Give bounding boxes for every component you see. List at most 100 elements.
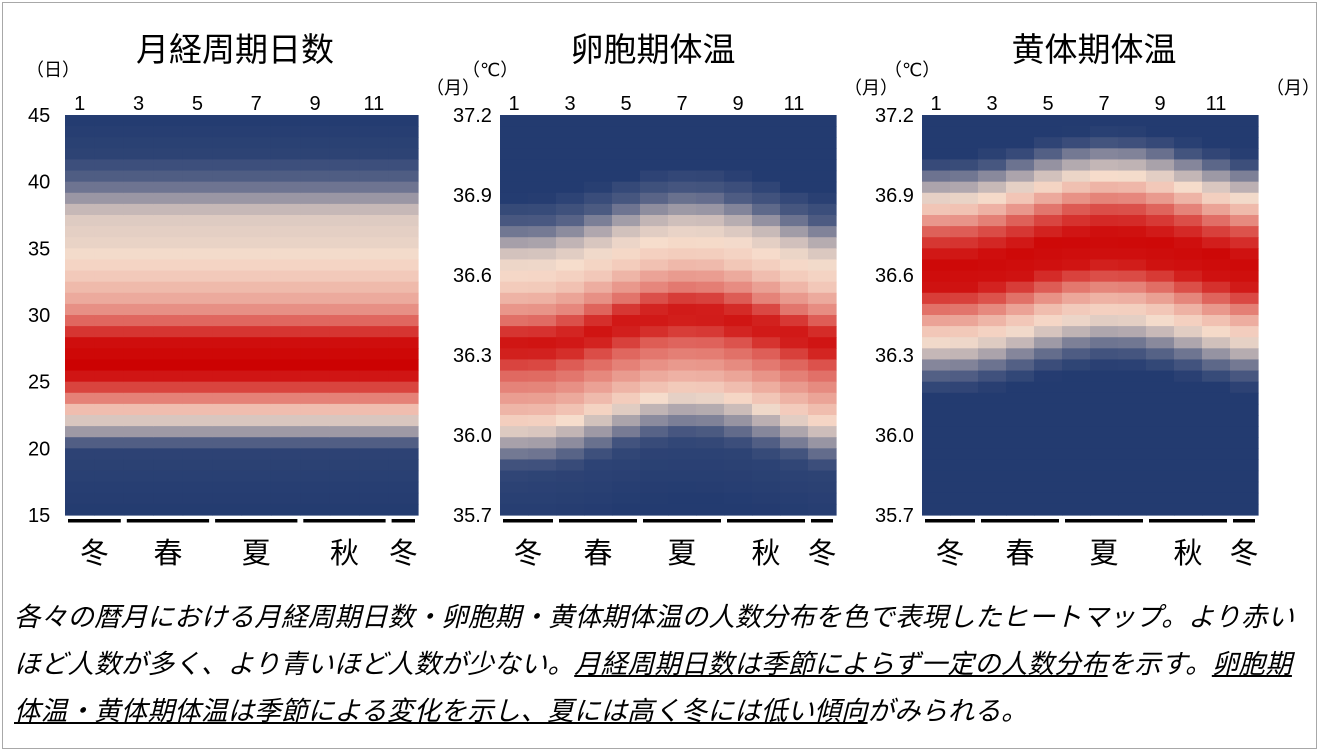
heatmap-cell: [270, 459, 301, 472]
heatmap-cell: [388, 281, 419, 294]
heatmap-cell: [329, 492, 360, 505]
x-tick-label: 7: [676, 93, 687, 115]
heatmap-cell: [528, 392, 557, 405]
heatmap-cell: [359, 492, 390, 505]
heatmap-cell: [1034, 203, 1063, 216]
heatmap-cell: [359, 259, 390, 272]
heatmap-cell: [950, 281, 979, 294]
heatmap-cell: [241, 248, 272, 261]
heatmap-cell: [780, 259, 809, 272]
heatmap-cell: [752, 248, 781, 261]
heatmap-cell: [500, 426, 529, 438]
heatmap-cell: [123, 470, 154, 483]
heatmap-cell: [241, 203, 272, 216]
season-bar: [1065, 519, 1143, 523]
heatmap-cell: [1006, 292, 1035, 305]
heatmap-cell: [1090, 437, 1119, 449]
heatmap-cell: [123, 248, 154, 261]
heatmap-cell: [359, 403, 390, 416]
heatmap-cell: [978, 270, 1007, 283]
heatmap-cell: [94, 215, 125, 227]
heatmap-cell: [612, 426, 641, 438]
heatmap-cell: [65, 337, 96, 349]
heatmap-cell: [1146, 392, 1175, 405]
heatmap-cell: [65, 426, 96, 438]
heatmap-cell: [640, 348, 669, 361]
heatmap-cell: [1006, 326, 1035, 338]
heatmap-cell: [65, 192, 96, 205]
heatmap-cell: [212, 437, 243, 449]
heatmap-cell: [241, 448, 272, 461]
heatmap-cell: [584, 137, 613, 149]
heatmap-cell: [640, 226, 669, 238]
heatmap-cell: [212, 248, 243, 261]
heatmap-cell: [640, 426, 669, 438]
heatmap-cell: [500, 437, 529, 449]
heatmap-cell: [153, 181, 184, 194]
heatmap-cell: [329, 115, 360, 127]
heatmap-cell: [780, 370, 809, 383]
heatmap-cell: [528, 170, 557, 183]
heatmap-cell: [212, 281, 243, 294]
heatmap-cell: [500, 203, 529, 216]
heatmap-cell: [1230, 270, 1259, 283]
heatmap-cell: [212, 192, 243, 205]
x-tick-label: 1: [74, 93, 85, 115]
heatmap-cell: [612, 215, 641, 227]
heatmap-cell: [1230, 437, 1259, 449]
heatmap-cell: [696, 248, 725, 261]
heatmap-cell: [241, 426, 272, 438]
heatmap-cell: [922, 326, 951, 338]
heatmap-cell: [359, 292, 390, 305]
heatmap-cell: [94, 459, 125, 472]
heatmap-cell: [500, 415, 529, 427]
heatmap-cell: [808, 292, 837, 305]
heatmap-cell: [808, 170, 837, 183]
heatmap-cell: [153, 503, 184, 516]
season-bar: [981, 519, 1059, 523]
heatmap-cell: [123, 192, 154, 205]
heatmap-cell: [94, 415, 125, 427]
heatmap-cell: [65, 226, 96, 238]
heatmap-cell: [388, 248, 419, 261]
heatmap-cell: [1118, 337, 1147, 349]
heatmap-cell: [1006, 203, 1035, 216]
heatmap-cell: [950, 203, 979, 216]
heatmap-cell: [1230, 115, 1259, 127]
heatmap-cell: [153, 203, 184, 216]
season-label: 冬: [80, 536, 109, 570]
heatmap-cell: [1174, 215, 1203, 227]
heatmap-cell: [212, 259, 243, 272]
heatmap-cell: [241, 159, 272, 172]
heatmap-cell: [1034, 315, 1063, 327]
heatmap-cell: [1034, 137, 1063, 149]
heatmap-cell: [153, 259, 184, 272]
season-bar: [1233, 519, 1255, 523]
heatmap-cell: [978, 503, 1007, 516]
heatmap-cell: [584, 326, 613, 338]
heatmap-cell: [123, 448, 154, 461]
heatmap-cell: [752, 203, 781, 216]
heatmap-cell: [950, 170, 979, 183]
heatmap-cell: [270, 326, 301, 338]
x-tick-label: 3: [564, 93, 575, 115]
heatmap-cell: [752, 226, 781, 238]
heatmap-cell: [1062, 315, 1091, 327]
heatmap-cell: [696, 170, 725, 183]
season-label: 夏: [1089, 536, 1118, 570]
heatmap-cell: [808, 470, 837, 483]
heatmap-cell: [1146, 237, 1175, 249]
heatmap-cell: [1062, 137, 1091, 149]
y-tick-label: 35.7: [875, 505, 914, 527]
heatmap-cell: [724, 303, 753, 316]
heatmap-cell: [556, 503, 585, 516]
heatmap-cell: [388, 226, 419, 238]
heatmap-cell: [640, 270, 669, 283]
heatmap-cell: [1090, 426, 1119, 438]
heatmap-cell: [584, 226, 613, 238]
heatmap-cell: [556, 192, 585, 205]
heatmap-cell: [752, 326, 781, 338]
heatmap-cell: [500, 270, 529, 283]
heatmap-cell: [1062, 392, 1091, 405]
y-tick-label: 20: [28, 438, 50, 460]
